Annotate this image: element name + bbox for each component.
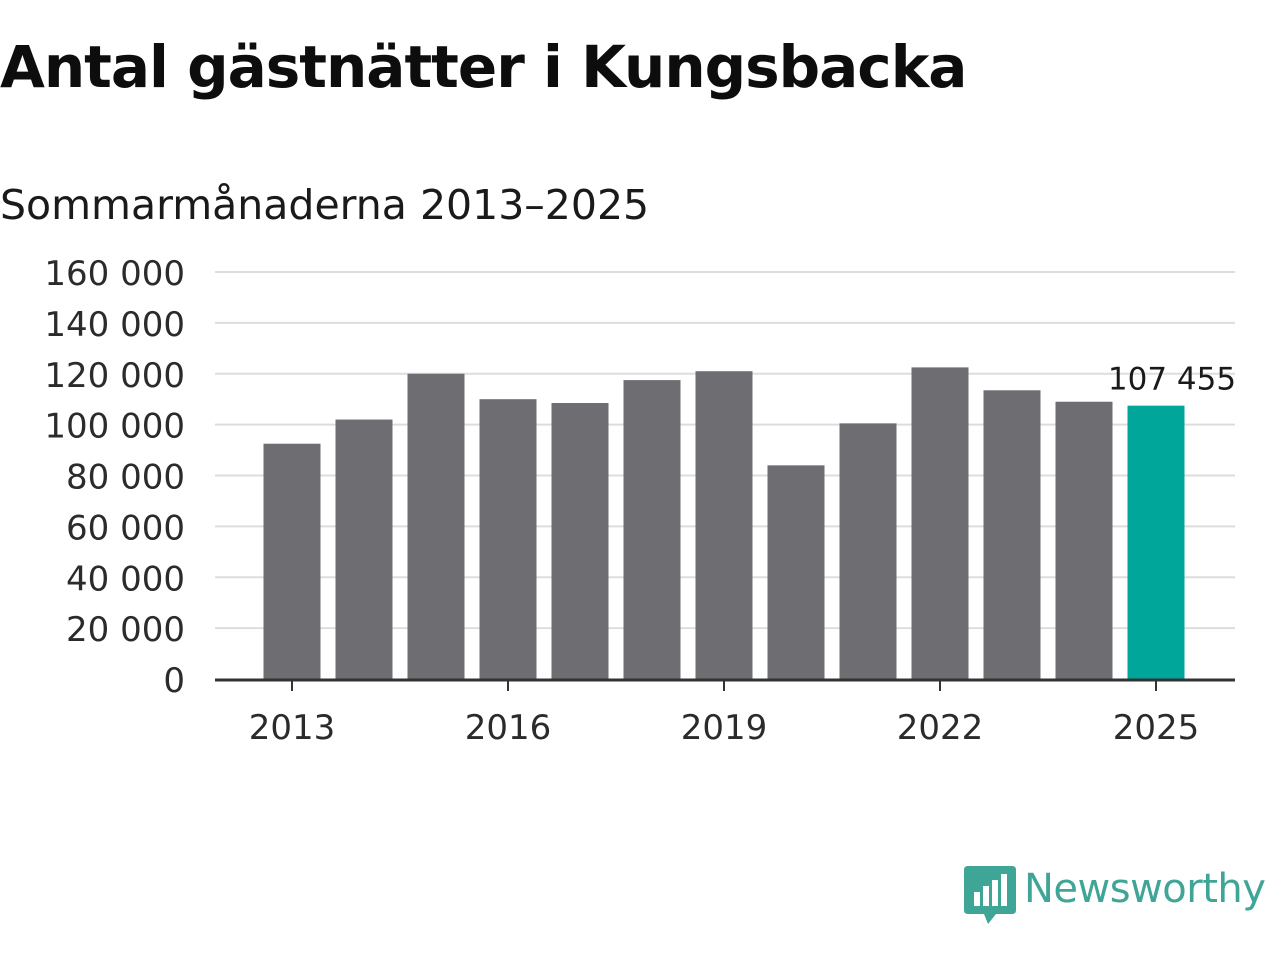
y-tick-label: 60 000 (66, 508, 185, 548)
bar (983, 390, 1041, 679)
bar (335, 419, 393, 679)
y-tick-label: 20 000 (66, 610, 185, 650)
bar-highlight (1127, 405, 1185, 679)
bar (623, 380, 681, 679)
y-tick-label: 100 000 (44, 407, 185, 447)
chart-subtitle: Sommarmånaderna 2013–2025 (0, 181, 650, 229)
y-tick-label: 40 000 (66, 559, 185, 599)
x-tick-label: 2016 (465, 708, 552, 748)
bar (263, 443, 321, 679)
y-tick-label: 160 000 (44, 254, 185, 294)
bar (839, 423, 897, 679)
x-tick-label: 2019 (681, 708, 768, 748)
y-tick-label: 80 000 (66, 458, 185, 498)
y-tick-label: 0 (163, 661, 185, 701)
bar (479, 399, 537, 679)
newsworthy-logo-text: Newsworthy (1024, 866, 1266, 912)
y-tick-label: 120 000 (44, 356, 185, 396)
newsworthy-logo-icon (964, 866, 1016, 924)
data-label: 107 455 (1108, 362, 1236, 398)
bar (407, 373, 465, 679)
y-tick-label: 140 000 (44, 305, 185, 345)
x-tick-label: 2022 (897, 708, 984, 748)
x-tick-label: 2025 (1113, 708, 1200, 748)
bar (1055, 401, 1113, 679)
bar (767, 465, 825, 679)
bar-chart: 0 20 000 40 000 60 000 80 000 100 000 120 000 1… (44, 254, 1236, 748)
bar (551, 403, 609, 679)
bar (695, 371, 753, 679)
chart-title: Antal gästnätter i Kungsbacka (0, 33, 967, 101)
bar (911, 367, 969, 679)
newsworthy-logo: Newsworthy (964, 866, 1266, 926)
x-tick-label: 2013 (249, 708, 336, 748)
